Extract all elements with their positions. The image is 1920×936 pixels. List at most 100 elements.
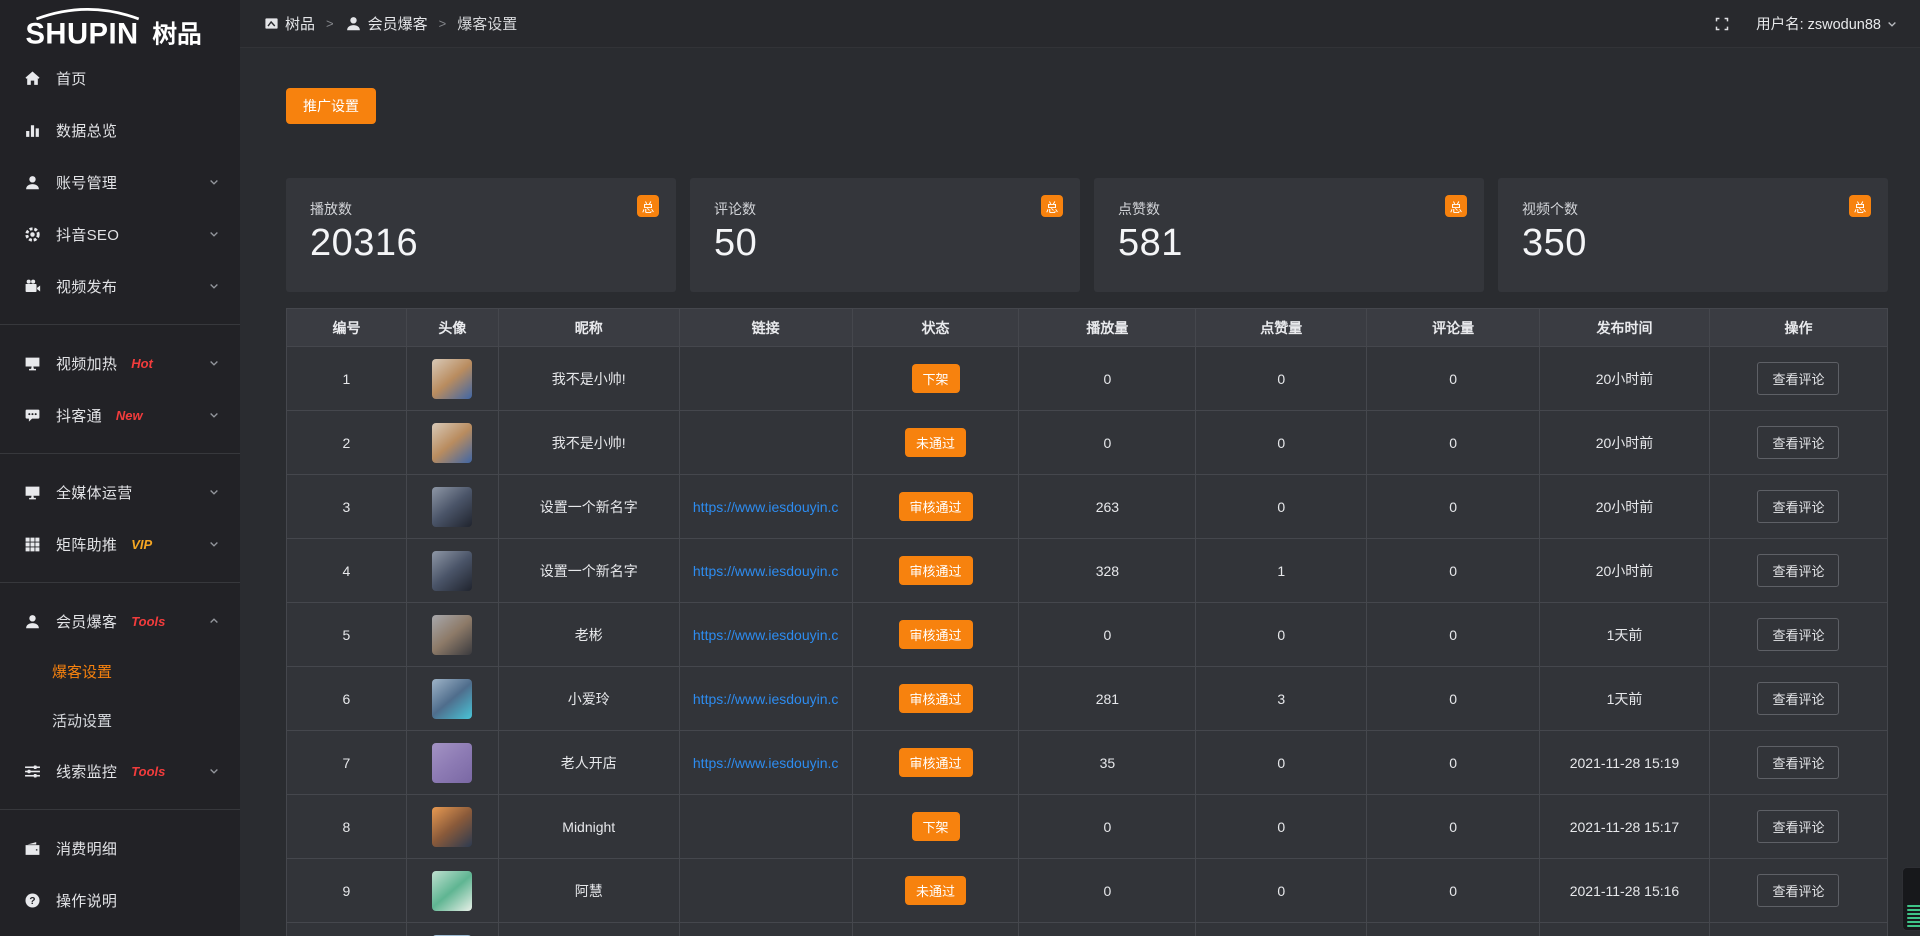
widget-bar [1907, 913, 1920, 915]
chevron-down-icon [208, 538, 220, 550]
view-comments-button[interactable]: 查看评论 [1757, 490, 1840, 523]
sidebar-item-label: 线索监控 [56, 763, 118, 781]
table-row: 7 老人开店 https://www.iesdouyin.c 审核通过 35 0 0 2021… [286, 730, 1889, 795]
cell-likes: 3 [1195, 666, 1368, 731]
view-comments-button[interactable]: 查看评论 [1757, 554, 1840, 587]
table-header-row: 编号 头像 昵称 链接 状态 播放量 点赞量 评论量 发布时间 操作 [286, 308, 1889, 347]
cell-time: 1天前 [1539, 602, 1710, 667]
cell-likes: 0 [1195, 474, 1368, 539]
stat-value: 20316 [310, 222, 419, 264]
column-header-状态: 状态 [851, 308, 1020, 347]
sidebar-item-线索监控[interactable]: 线索监控 Tools [0, 745, 240, 797]
cell-avatar [405, 474, 499, 539]
video-link[interactable]: https://www.iesdouyin.c [692, 626, 839, 643]
chevron-down-icon [208, 765, 220, 777]
breadcrumb-item-树品[interactable]: 树品 [264, 13, 315, 34]
browser-extension-widget[interactable] [1902, 867, 1920, 931]
cell-avatar [405, 922, 499, 936]
table-row [286, 922, 1889, 936]
sidebar-item-数据总览[interactable]: 数据总览 [0, 104, 240, 156]
chevron-down-icon [208, 357, 220, 369]
cell-status: 审核通过 [851, 602, 1020, 667]
grid-icon [24, 536, 41, 553]
cell-link [678, 922, 853, 936]
stat-card-播放数: 播放数 20316 总 [286, 178, 676, 292]
avatar [432, 742, 473, 783]
sidebar-item-账号管理[interactable]: 账号管理 [0, 156, 240, 208]
sidebar-item-首页[interactable]: 首页 [0, 52, 240, 104]
sidebar-item-矩阵助推[interactable]: 矩阵助推 VIP [0, 518, 240, 570]
topbar-right: 用户名: zswodun88 [1714, 13, 1898, 34]
total-badge: 总 [1849, 195, 1871, 217]
cell-avatar [405, 602, 499, 667]
column-header-播放量: 播放量 [1018, 308, 1197, 347]
avatar [432, 678, 473, 719]
sidebar-subitem-活动设置[interactable]: 活动设置 [52, 713, 113, 730]
chevron-down-icon [208, 409, 220, 421]
view-comments-button[interactable]: 查看评论 [1757, 426, 1840, 459]
view-comments-button[interactable]: 查看评论 [1757, 618, 1840, 651]
sidebar-item-视频加热[interactable]: 视频加热 Hot [0, 337, 240, 389]
sidebar-item-抖音SEO[interactable]: 抖音SEO [0, 208, 240, 260]
cell-avatar [405, 858, 499, 923]
stat-label: 点赞数 [1118, 201, 1160, 217]
status-badge: 下架 [911, 364, 960, 393]
cell-plays: 0 [1018, 602, 1197, 667]
sidebar-item-抖客通[interactable]: 抖客通 New [0, 389, 240, 441]
column-header-评论量: 评论量 [1366, 308, 1541, 347]
view-comments-button[interactable]: 查看评论 [1757, 746, 1840, 779]
cell-status: 下架 [851, 346, 1020, 411]
cell-time: 2021-11-28 15:19 [1539, 730, 1710, 795]
stat-value: 350 [1522, 222, 1587, 264]
view-comments-button[interactable]: 查看评论 [1757, 874, 1840, 907]
chevron-down-icon [208, 228, 220, 240]
video-link[interactable]: https://www.iesdouyin.c [692, 562, 839, 579]
avatar [432, 358, 473, 399]
cell-action: 查看评论 [1708, 602, 1889, 667]
breadcrumb: 树品 > 会员爆客 > 爆客设置 [264, 13, 517, 34]
sidebar-item-视频发布[interactable]: 视频发布 [0, 260, 240, 312]
sidebar-item-会员爆客[interactable]: 会员爆客 Tools [0, 595, 240, 647]
sidebar-item-消费明细[interactable]: 消费明细 [0, 822, 240, 874]
logo-text-en: SHUPIN [26, 19, 139, 50]
stat-label: 评论数 [714, 201, 756, 217]
cell-status: 未通过 [851, 858, 1020, 923]
sidebar-item-tag: Tools [131, 763, 166, 779]
table-row: 2 我不是小帅! 未通过 0 0 0 20小时前 查看评论 [286, 410, 1889, 475]
sidebar-item-tag: Hot [131, 355, 153, 371]
cell-likes: 0 [1195, 346, 1368, 411]
video-link[interactable]: https://www.iesdouyin.c [692, 498, 839, 515]
sidebar-subitem-爆客设置[interactable]: 爆客设置 [52, 664, 113, 681]
status-badge: 审核通过 [898, 556, 973, 585]
bar-chart-icon [24, 122, 41, 139]
table-wrap: 编号 头像 昵称 链接 状态 播放量 点赞量 评论量 发布时间 操作 1 我不是小帅! 下架 0 0 0 20… [286, 308, 1889, 936]
cell-avatar [405, 794, 499, 859]
video-link[interactable]: https://www.iesdouyin.c [692, 690, 839, 707]
app-icon [264, 16, 279, 31]
video-link[interactable]: https://www.iesdouyin.c [692, 754, 839, 771]
cell-time: 20小时前 [1539, 538, 1710, 603]
cell-likes: 0 [1195, 794, 1368, 859]
view-comments-button[interactable]: 查看评论 [1757, 810, 1840, 843]
promo-settings-button[interactable]: 推广设置 [286, 88, 376, 124]
breadcrumb-item-爆客设置: 爆客设置 [457, 13, 517, 34]
sidebar-item-全媒体运营[interactable]: 全媒体运营 [0, 466, 240, 518]
view-comments-button[interactable]: 查看评论 [1757, 362, 1840, 395]
cell-comments: 0 [1366, 410, 1541, 475]
cell-action: 查看评论 [1708, 730, 1889, 795]
user-icon [24, 174, 41, 191]
sidebar-divider [0, 324, 240, 325]
breadcrumb-item-会员爆客[interactable]: 会员爆客 [345, 13, 428, 34]
cell-plays: 35 [1018, 730, 1197, 795]
view-comments-button[interactable]: 查看评论 [1757, 682, 1840, 715]
sidebar-item-label: 视频加热 [56, 355, 118, 373]
sidebar-item-操作说明[interactable]: ? 操作说明 [0, 874, 240, 926]
sidebar-divider [0, 582, 240, 583]
sidebar-item-label: 数据总览 [56, 122, 118, 140]
cell-id: 8 [286, 794, 407, 859]
fullscreen-icon[interactable] [1714, 16, 1730, 32]
sidebar-item-label: 首页 [56, 70, 87, 88]
user-menu[interactable]: 用户名: zswodun88 [1756, 13, 1898, 34]
sidebar-item-label: 消费明细 [56, 840, 118, 858]
